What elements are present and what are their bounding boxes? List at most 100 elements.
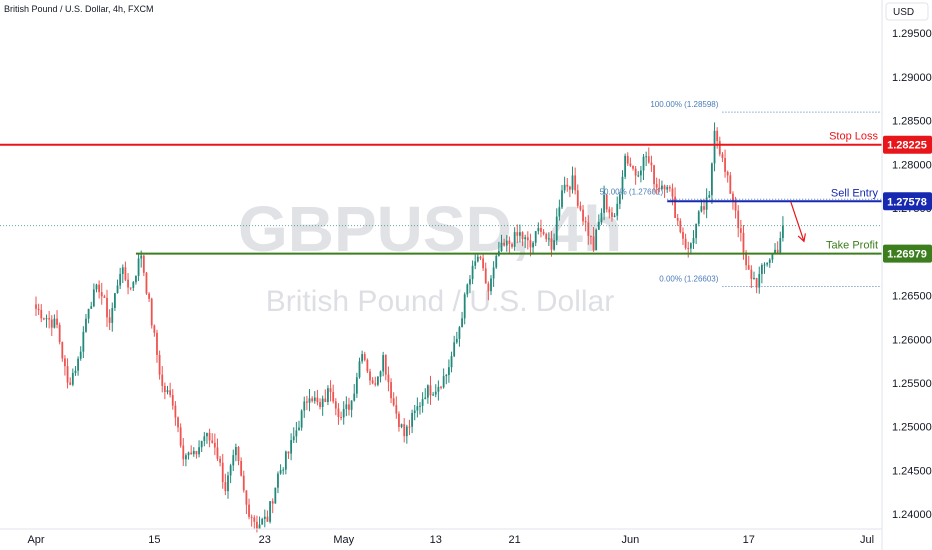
candle-body — [116, 285, 119, 294]
candle-body — [655, 184, 658, 188]
candle-body — [390, 382, 392, 399]
candle-body — [458, 327, 461, 339]
candle-body — [42, 318, 45, 320]
candle-body — [140, 255, 143, 259]
candle-body — [476, 256, 479, 262]
candle-body — [237, 446, 240, 462]
candle-body — [532, 242, 534, 248]
candle-body — [429, 385, 432, 396]
candle-body — [747, 265, 750, 270]
candle-body — [434, 391, 437, 395]
candle-body — [145, 272, 148, 294]
currency-label: USD — [893, 7, 914, 18]
candle-body — [158, 354, 161, 375]
candle-body — [605, 194, 608, 210]
candle-body — [611, 212, 613, 217]
candle-body — [287, 451, 290, 454]
candle-body — [474, 261, 477, 266]
candle-body — [495, 255, 498, 268]
candle-body — [277, 473, 279, 488]
candle-body — [400, 424, 403, 428]
candle-body — [284, 451, 287, 470]
candle-body — [327, 388, 329, 403]
candle-body — [179, 427, 182, 446]
candle-body — [324, 398, 327, 403]
currency-button[interactable]: USD — [885, 2, 929, 21]
candle-body — [739, 228, 742, 233]
time-tick-label: Jul — [860, 534, 874, 546]
candle-body — [624, 155, 627, 177]
direction-arrow[interactable] — [790, 201, 805, 242]
candle-body — [234, 446, 237, 456]
candle-body — [35, 304, 37, 309]
candle-body — [479, 256, 482, 259]
price-tick-label: 1.29000 — [892, 72, 932, 84]
candle-body — [95, 284, 98, 290]
candle-body — [229, 465, 232, 476]
time-tick-label: 15 — [148, 534, 160, 546]
candle-body — [440, 386, 442, 388]
candle-body — [519, 232, 521, 236]
price-tick-label: 1.28000 — [892, 159, 932, 171]
candle-body — [534, 231, 537, 243]
candle-body — [77, 358, 79, 371]
candle-body — [274, 487, 277, 504]
price-badge-label: 1.26979 — [887, 249, 927, 261]
candle-body — [316, 397, 319, 403]
candle-body — [271, 501, 274, 504]
candle-body — [266, 516, 269, 522]
candle-body — [340, 417, 342, 419]
candle-body — [153, 325, 156, 333]
candle-body — [490, 278, 492, 292]
candle-body — [500, 242, 503, 252]
candle-body — [213, 442, 216, 448]
candles-series — [35, 122, 784, 533]
candle-body — [713, 130, 716, 164]
candle-body — [424, 397, 427, 400]
candle-body — [692, 238, 695, 244]
candle-body — [592, 236, 595, 251]
candle-body — [590, 235, 592, 237]
candle-body — [750, 269, 753, 279]
price-tick-label: 1.26500 — [892, 291, 932, 303]
candle-body — [766, 262, 769, 265]
candle-body — [100, 292, 103, 297]
candle-body — [642, 156, 645, 171]
candle-body — [166, 390, 169, 393]
candle-body — [290, 440, 293, 454]
candle-body — [303, 401, 306, 411]
candle-body — [626, 155, 629, 164]
candle-body — [379, 371, 382, 377]
candle-body — [616, 203, 619, 216]
candle-body — [734, 201, 737, 211]
candle-body — [695, 223, 698, 239]
candle-body — [398, 413, 400, 428]
drawing-overlays[interactable]: 100.00% (1.28598) 50.00% (1.27601) 0.00% (… — [0, 100, 882, 288]
candle-body — [98, 284, 101, 293]
candle-body — [689, 243, 692, 249]
candle-body — [550, 238, 553, 250]
candle-body — [503, 242, 506, 246]
price-badge-label: 1.28225 — [887, 140, 927, 152]
candle-body — [718, 141, 721, 155]
candle-body — [232, 455, 235, 466]
time-axis[interactable]: Apr 15 23 May 13 21 Jun 17 Jul — [27, 534, 874, 546]
candle-body — [48, 318, 51, 320]
candle-body — [295, 430, 298, 437]
level-label: Stop Loss — [829, 131, 878, 143]
candle-body — [182, 445, 185, 460]
candle-body — [771, 253, 774, 260]
candle-body — [687, 247, 690, 249]
candle-body — [742, 232, 745, 253]
candle-body — [156, 332, 158, 355]
candle-body — [69, 382, 72, 385]
candle-body — [705, 197, 708, 210]
candle-body — [387, 374, 390, 383]
candle-body — [597, 222, 600, 230]
price-axis[interactable]: 1.295001.290001.285001.280001.275001.270… — [892, 28, 932, 521]
candle-body — [666, 187, 669, 190]
candle-body — [782, 225, 784, 239]
candle-body — [111, 307, 114, 323]
candle-body — [240, 461, 243, 476]
